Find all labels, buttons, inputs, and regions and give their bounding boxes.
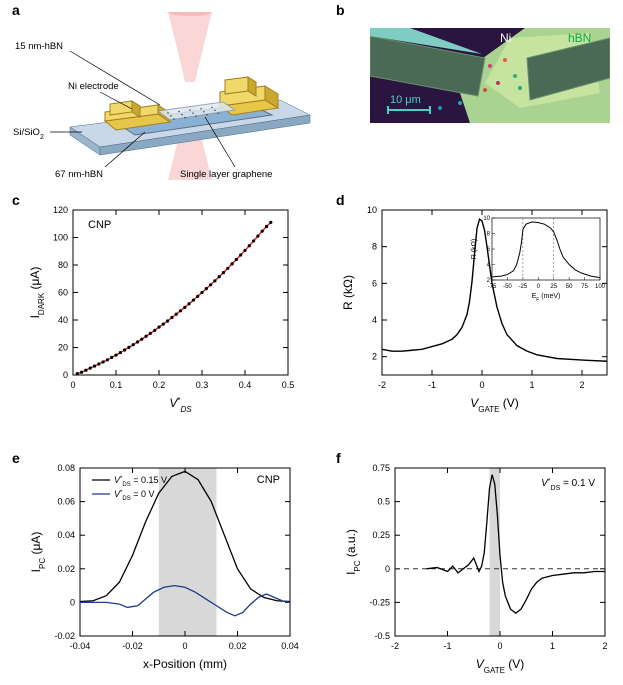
svg-text:60: 60 (58, 288, 68, 298)
svg-text:0.1: 0.1 (110, 380, 123, 390)
svg-text:50: 50 (566, 284, 573, 290)
svg-text:6: 6 (372, 278, 377, 288)
panel-e-chart: -0.04-0.0200.020.04-0.0200.020.040.060.0… (25, 458, 305, 678)
svg-text:100: 100 (595, 284, 606, 290)
svg-text:-0.02: -0.02 (122, 641, 143, 651)
svg-text:0.25: 0.25 (372, 530, 390, 540)
svg-text:CNP: CNP (88, 219, 111, 231)
svg-text:10 μm: 10 μm (390, 94, 421, 106)
svg-text:Single layer graphene: Single layer graphene (180, 169, 272, 180)
svg-text:0: 0 (182, 641, 187, 651)
svg-text:0: 0 (497, 641, 502, 651)
svg-text:-2: -2 (378, 380, 386, 390)
svg-text:67 nm-hBN: 67 nm-hBN (55, 169, 103, 180)
svg-text:V*DS = 0 V: V*DS = 0 V (114, 489, 154, 502)
svg-text:0.5: 0.5 (377, 497, 390, 507)
svg-text:75: 75 (581, 284, 588, 290)
svg-text:1: 1 (529, 380, 534, 390)
svg-text:2: 2 (579, 380, 584, 390)
svg-text:8: 8 (487, 232, 491, 238)
svg-text:IDARK (μA): IDARK (μA) (28, 267, 46, 319)
svg-text:0: 0 (63, 370, 68, 380)
svg-text:0: 0 (385, 564, 390, 574)
svg-text:-1: -1 (428, 380, 436, 390)
svg-text:V*DS: V*DS (169, 396, 192, 414)
svg-text:8: 8 (372, 242, 377, 252)
svg-text:-2: -2 (391, 641, 399, 651)
svg-text:10: 10 (483, 216, 490, 222)
svg-text:-0.5: -0.5 (374, 631, 390, 641)
panel-c-chart: 0 0.1 0.2 0.3 0.4 0.5 0 20 40 60 80 100 120 CNP V*DS ID… (25, 200, 305, 415)
panel-e-label: e (12, 450, 20, 466)
svg-text:IPC (μA): IPC (μA) (29, 532, 47, 573)
svg-text:120: 120 (53, 205, 68, 215)
svg-text:-0.02: -0.02 (54, 631, 75, 641)
svg-text:0: 0 (479, 380, 484, 390)
panel-b-micrograph: Ni hBN 10 μm (370, 28, 610, 123)
svg-text:V*DS = 0.1 V: V*DS = 0.1 V (541, 478, 595, 492)
svg-text:VGATE (V): VGATE (V) (476, 657, 525, 675)
panel-c-label: c (12, 192, 20, 208)
svg-text:-50: -50 (503, 284, 512, 290)
svg-text:0: 0 (70, 597, 75, 607)
svg-text:-0.04: -0.04 (70, 641, 91, 651)
svg-text:Si/SiO2: Si/SiO2 (13, 127, 44, 141)
svg-text:0.04: 0.04 (281, 641, 299, 651)
svg-text:-25: -25 (519, 284, 528, 290)
svg-text:VGATE (V): VGATE (V) (470, 396, 519, 414)
svg-text:25: 25 (550, 284, 557, 290)
svg-text:CNP: CNP (257, 474, 280, 486)
svg-text:x-Position (mm): x-Position (mm) (143, 657, 227, 671)
svg-text:0.3: 0.3 (196, 380, 209, 390)
svg-text:-0.25: -0.25 (369, 597, 390, 607)
svg-text:2: 2 (602, 641, 607, 651)
svg-text:R (kΩ): R (kΩ) (471, 239, 478, 259)
svg-text:10: 10 (367, 205, 377, 215)
svg-text:Ni: Ni (500, 31, 511, 45)
panel-f-chart: -2 -1 0 1 2 -0.5 -0.25 0 0.25 0.5 0.75 V*DS = 0.1 V… (340, 458, 620, 678)
svg-text:15 nm-hBN: 15 nm-hBN (15, 41, 63, 52)
svg-text:1: 1 (550, 641, 555, 651)
svg-text:4: 4 (372, 315, 377, 325)
svg-text:0.2: 0.2 (153, 380, 166, 390)
svg-text:-1: -1 (443, 641, 451, 651)
panel-a-schematic: 15 nm-hBN Ni electrode Si/SiO2 67 nm-hBN Sin… (10, 12, 320, 182)
svg-text:-75: -75 (488, 284, 497, 290)
svg-text:6: 6 (487, 247, 491, 253)
svg-text:100: 100 (53, 233, 68, 243)
svg-text:80: 80 (58, 260, 68, 270)
svg-text:Ni electrode: Ni electrode (68, 81, 119, 92)
svg-text:0.06: 0.06 (57, 497, 75, 507)
svg-text:EF (meV): EF (meV) (532, 293, 561, 303)
svg-text:0.75: 0.75 (372, 463, 390, 473)
svg-text:0.02: 0.02 (229, 641, 247, 651)
svg-text:2: 2 (372, 352, 377, 362)
panel-b-label: b (336, 2, 345, 18)
svg-text:R (kΩ): R (kΩ) (341, 275, 355, 310)
svg-text:0: 0 (537, 284, 541, 290)
svg-text:20: 20 (58, 343, 68, 353)
svg-text:40: 40 (58, 315, 68, 325)
svg-text:0.02: 0.02 (57, 564, 75, 574)
svg-text:hBN: hBN (568, 31, 591, 45)
svg-text:0: 0 (70, 380, 75, 390)
svg-text:0.5: 0.5 (282, 380, 295, 390)
panel-d-chart: -2 -1 0 1 2 2 4 6 8 10 VGATE (V) R (kΩ) -75 -50 -25 0 25… (340, 200, 620, 415)
svg-text:0.08: 0.08 (57, 463, 75, 473)
svg-text:0.4: 0.4 (239, 380, 252, 390)
svg-text:0.04: 0.04 (57, 530, 75, 540)
svg-text:IPC (a.u.): IPC (a.u.) (344, 529, 362, 575)
